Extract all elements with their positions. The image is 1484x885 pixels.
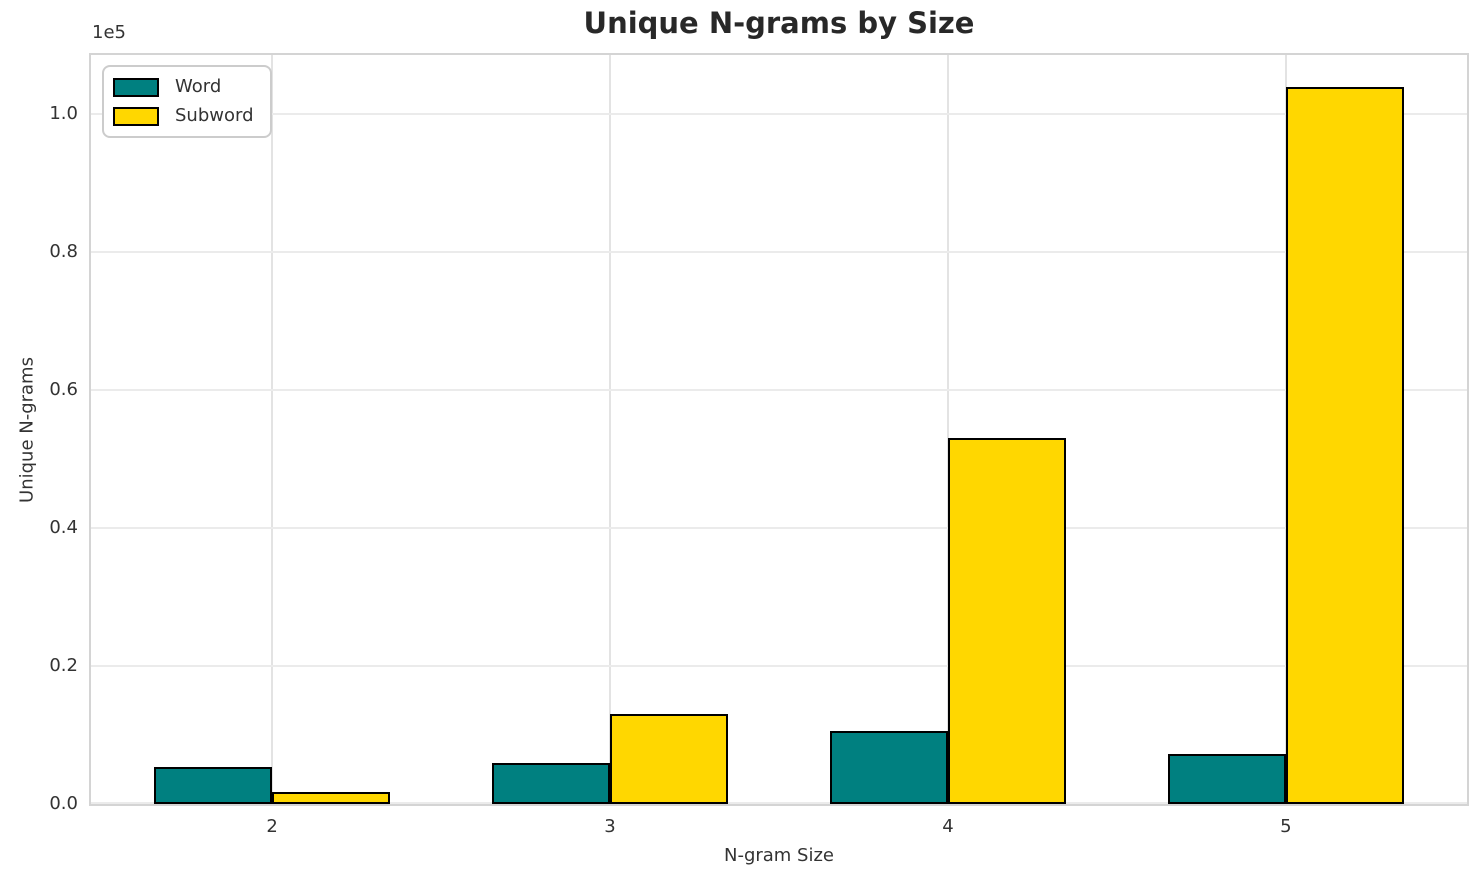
x-tick-label: 4 (942, 816, 954, 837)
bar-word-4 (829, 730, 948, 804)
legend-entry-subword: Subword (113, 105, 254, 127)
x-gridline (271, 55, 274, 804)
x-gridline (946, 55, 949, 804)
y-gridline (91, 113, 1467, 116)
plot-area: Word Subword (89, 53, 1469, 806)
legend-entry-word: Word (113, 76, 254, 98)
x-tick-label: 5 (1280, 816, 1292, 837)
y-gridline (91, 389, 1467, 392)
y-gridline (91, 802, 1467, 804)
y-tick-label: 1.0 (49, 103, 78, 125)
bar-word-3 (491, 762, 611, 804)
y-gridline (91, 527, 1467, 530)
x-tick-label: 2 (266, 816, 278, 837)
bar-subword-2 (272, 791, 391, 804)
y-gridline (91, 251, 1467, 254)
x-gridline (609, 55, 612, 804)
bar-subword-4 (947, 437, 1067, 804)
legend: Word Subword (102, 65, 272, 138)
bar-word-5 (1167, 754, 1286, 804)
y-axis-offset-text: 1e5 (92, 22, 126, 43)
chart-title: Unique N-grams by Size (583, 6, 975, 40)
legend-label-word: Word (175, 76, 222, 97)
bar-word-2 (153, 766, 273, 804)
y-tick-label: 0.0 (49, 793, 78, 814)
y-gridline (91, 665, 1467, 668)
y-tick-label: 0.6 (49, 379, 78, 401)
y-tick-label: 0.8 (49, 241, 78, 263)
y-tick-label: 0.2 (49, 655, 78, 677)
bar-subword-3 (610, 714, 729, 804)
subword-series-swatch (113, 106, 159, 126)
legend-label-subword: Subword (175, 105, 254, 126)
x-tick-label: 3 (604, 816, 616, 837)
y-tick-label: 0.4 (49, 517, 78, 539)
x-axis-label: N-gram Size (723, 845, 835, 866)
bar-subword-5 (1285, 86, 1405, 804)
word-series-swatch (113, 77, 159, 97)
